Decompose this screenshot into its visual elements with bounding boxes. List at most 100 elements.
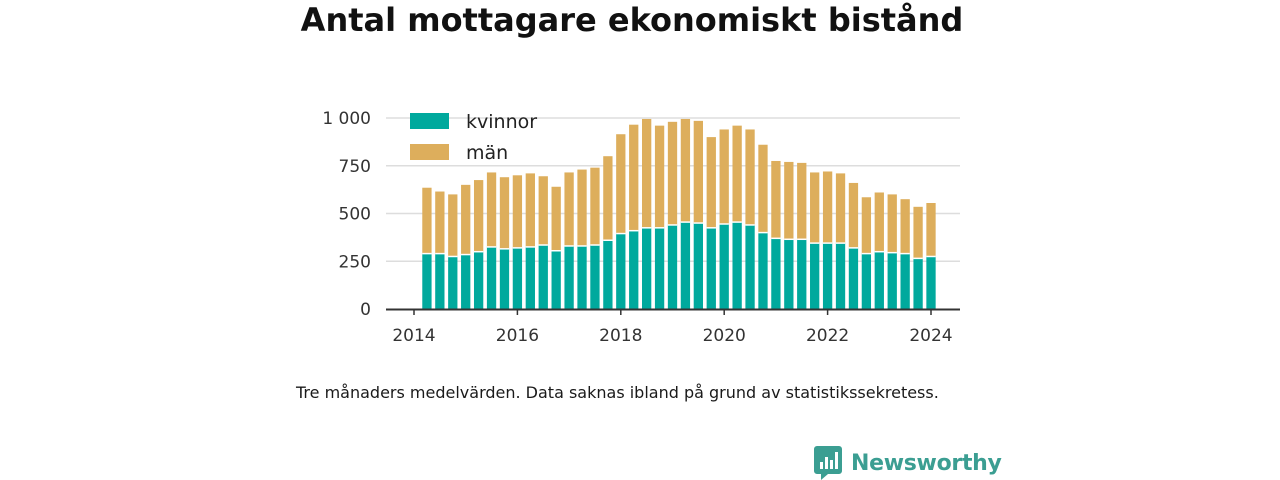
bar-man — [900, 199, 910, 254]
bar-man — [422, 187, 432, 254]
bar-man — [629, 124, 639, 231]
legend-label-kvinnor: kvinnor — [466, 111, 537, 133]
bar-kvinnor — [887, 252, 897, 309]
bar-man — [784, 161, 794, 240]
bar-kvinnor — [822, 243, 833, 309]
bar-man — [913, 206, 923, 259]
bar-man — [797, 162, 807, 240]
newsworthy-logo-icon — [814, 446, 842, 480]
bar-man — [654, 125, 665, 228]
bar-kvinnor — [486, 246, 497, 309]
bar-kvinnor — [900, 253, 910, 309]
bar-kvinnor — [538, 245, 548, 309]
bar-kvinnor — [564, 245, 574, 309]
bar-kvinnor — [810, 243, 820, 309]
legend-label-man: män — [466, 142, 508, 164]
bar-man — [551, 186, 561, 251]
bar-man — [732, 125, 742, 223]
bar-man — [448, 194, 458, 257]
chart-note: Tre månaders medelvärden. Data saknas ib… — [296, 383, 939, 402]
bar-kvinnor — [629, 230, 639, 309]
bar-man — [538, 176, 548, 246]
bar-kvinnor — [848, 247, 859, 309]
bar-man — [758, 144, 768, 233]
bar-man — [435, 191, 445, 254]
bar-man — [693, 120, 703, 224]
bar-man — [667, 121, 678, 225]
bar-kvinnor — [448, 256, 458, 309]
bar-man — [848, 182, 859, 248]
bar-kvinnor — [835, 243, 846, 309]
bar-man — [835, 173, 846, 244]
y-tick-label: 0 — [360, 300, 371, 320]
y-tick-label: 750 — [339, 157, 371, 177]
bar-man — [719, 129, 729, 224]
bar-man — [603, 156, 613, 241]
x-tick-label: 2022 — [806, 326, 849, 346]
bar-kvinnor — [642, 227, 652, 309]
bar-man — [525, 173, 535, 247]
bar-kvinnor — [667, 224, 678, 309]
bar-kvinnor — [719, 224, 729, 309]
x-tick-label: 2016 — [496, 326, 539, 346]
axes: 0 250 500 750 1 000 2014 2016 2018 2020 2022 2024 — [322, 109, 960, 346]
bar-man — [499, 177, 510, 249]
bar-man — [616, 134, 626, 234]
bar-kvinnor — [732, 222, 742, 309]
bar-kvinnor — [525, 246, 535, 309]
bar-man — [874, 192, 884, 252]
bar-kvinnor — [771, 238, 781, 309]
x-tick-label: 2018 — [599, 326, 642, 346]
bar-kvinnor — [784, 239, 794, 309]
y-tick-label: 1 000 — [322, 109, 371, 129]
bar-kvinnor — [461, 254, 471, 309]
bar-kvinnor — [654, 227, 665, 309]
bar-kvinnor — [913, 258, 923, 309]
newsworthy-logo[interactable]: Newsworthy — [814, 446, 1002, 480]
bar-man — [512, 175, 523, 248]
legend-swatch-man — [410, 144, 449, 160]
bar-man — [590, 167, 600, 246]
bar-kvinnor — [590, 245, 600, 309]
x-tick-label: 2014 — [392, 326, 435, 346]
bar-kvinnor — [706, 227, 716, 309]
bar-man — [926, 203, 936, 257]
legend: kvinnor män — [410, 111, 537, 164]
bar-kvinnor — [745, 224, 755, 309]
bar-kvinnor — [874, 251, 884, 309]
bar-kvinnor — [680, 222, 691, 309]
bar-man — [680, 118, 691, 223]
bar-kvinnor — [435, 253, 445, 309]
bar-kvinnor — [861, 253, 872, 309]
bar-man — [810, 172, 820, 244]
bar-kvinnor — [499, 248, 510, 309]
bar-man — [822, 171, 833, 244]
bar-man — [461, 184, 471, 255]
bar-kvinnor — [422, 253, 432, 309]
bars — [422, 118, 936, 309]
bar-man — [745, 129, 755, 225]
bar-kvinnor — [512, 247, 523, 309]
bar-man — [706, 137, 716, 228]
bar-man — [473, 180, 484, 252]
bar-man — [861, 197, 872, 254]
y-tick-label: 500 — [339, 205, 371, 225]
bar-kvinnor — [551, 250, 561, 309]
x-tick-label: 2024 — [909, 326, 952, 346]
bar-kvinnor — [473, 251, 484, 309]
bar-kvinnor — [577, 245, 587, 309]
bar-man — [564, 172, 574, 246]
brand-name: Newsworthy — [851, 450, 1002, 476]
y-tick-label: 250 — [339, 252, 371, 272]
legend-swatch-kvinnor — [410, 113, 449, 129]
x-tick-label: 2020 — [703, 326, 746, 346]
bar-kvinnor — [616, 233, 626, 309]
bar-man — [486, 172, 497, 247]
bar-man — [771, 160, 781, 239]
bar-man — [887, 194, 897, 253]
bar-kvinnor — [797, 239, 807, 309]
bar-man — [642, 118, 652, 228]
bar-kvinnor — [926, 256, 936, 309]
bar-kvinnor — [693, 223, 703, 309]
